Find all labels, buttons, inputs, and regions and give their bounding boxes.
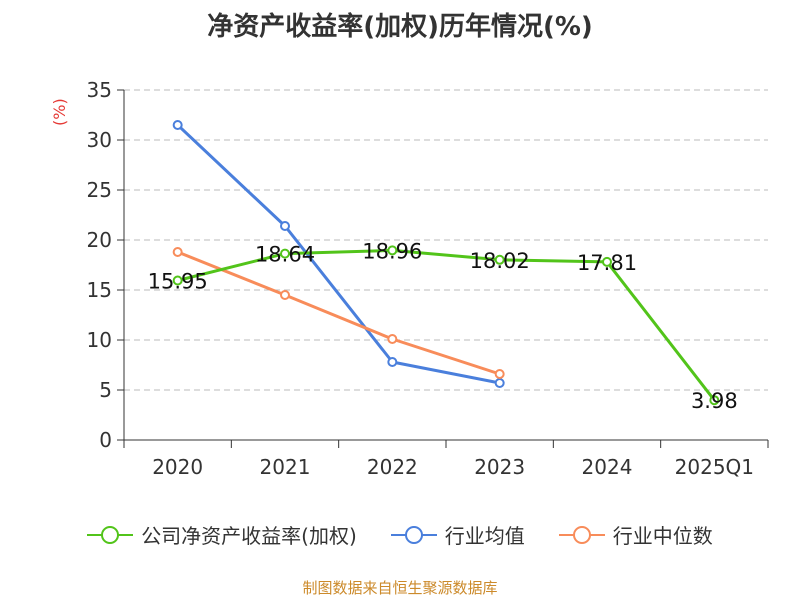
data-label: 18.02 <box>470 249 530 273</box>
x-tick-label: 2023 <box>474 455 525 479</box>
legend-item-company[interactable]: 公司净资产收益率(加权) <box>87 520 357 549</box>
data-point <box>709 395 720 406</box>
legend-item-industry-median[interactable]: 行业中位数 <box>558 520 713 549</box>
data-point <box>172 120 183 130</box>
data-label: 3.98 <box>691 389 738 413</box>
legend-item-industry-avg[interactable]: 行业均值 <box>390 520 525 549</box>
data-label: 18.96 <box>362 239 422 263</box>
data-point <box>494 254 505 265</box>
data-label: 15.95 <box>148 270 208 294</box>
y-tick-label: 5 <box>99 378 112 402</box>
data-point <box>387 357 398 367</box>
data-label: 17.81 <box>577 251 637 275</box>
y-tick-label: 10 <box>87 328 112 352</box>
series-line-2 <box>177 250 501 376</box>
legend-label-industry-median: 行业中位数 <box>612 524 713 548</box>
legend-marker-industry-avg <box>390 525 437 544</box>
y-tick-label: 0 <box>99 428 112 452</box>
series-line-1 <box>176 123 500 385</box>
data-point <box>602 256 612 267</box>
chart-title: 净资产收益率(加权)历年情况(%) <box>207 12 593 42</box>
x-tick-label: 2024 <box>582 455 633 479</box>
x-tick-label: 2021 <box>260 455 311 479</box>
data-point <box>280 248 290 259</box>
series-line-0 <box>177 248 716 402</box>
y-tick-label: 15 <box>87 278 112 302</box>
data-point <box>387 334 398 344</box>
data-point <box>494 369 505 379</box>
data-label: 18.64 <box>255 243 315 267</box>
legend-label-company: 公司净资产收益率(加权) <box>141 524 357 548</box>
y-tick-label: 35 <box>87 78 112 102</box>
data-label-layer: 15.95 18.64 18.96 18.02 17.81 3.98 <box>148 239 738 413</box>
source-note: 制图数据来自恒生聚源数据库 <box>302 579 498 597</box>
y-tick-label: 25 <box>87 178 112 202</box>
x-tick-label: 2020 <box>152 455 203 479</box>
data-point <box>172 247 183 257</box>
data-point <box>172 275 183 286</box>
series-layer <box>172 120 720 406</box>
data-point <box>387 245 398 256</box>
data-point <box>280 290 290 300</box>
data-point <box>280 221 290 231</box>
legend-marker-industry-median <box>558 525 605 544</box>
legend: 公司净资产收益率(加权) 行业均值 行业中位数 <box>0 520 800 549</box>
data-point <box>494 378 505 388</box>
x-tick-label: 2022 <box>367 455 418 479</box>
legend-marker-company <box>87 525 134 544</box>
x-tick-label: 2025Q1 <box>675 455 754 479</box>
y-tick-label: 20 <box>87 228 112 252</box>
legend-label-industry-avg: 行业均值 <box>444 524 525 548</box>
y-tick-label: 30 <box>87 128 112 152</box>
axis-layer: 0 5 10 15 20 25 30 35 2020 2021 2022 2023 2024 2025Q1 <box>87 78 769 479</box>
grid-layer <box>124 89 768 391</box>
